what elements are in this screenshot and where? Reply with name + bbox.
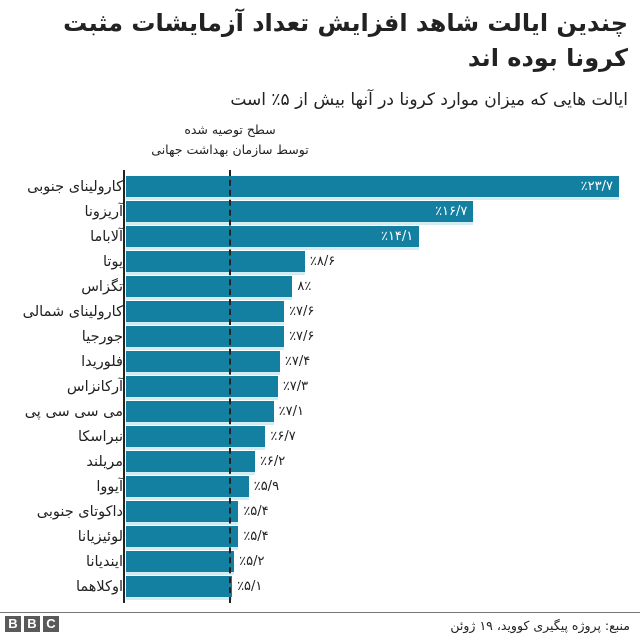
bbc-logo: B B C bbox=[5, 616, 59, 632]
bar bbox=[126, 476, 249, 500]
bar bbox=[126, 426, 266, 450]
bar bbox=[126, 576, 233, 600]
category-label: ایندیانا bbox=[86, 554, 123, 570]
bar bbox=[126, 451, 255, 475]
value-label: ٪۵/۲ bbox=[239, 554, 265, 569]
bar-row: جورجیا ٪۷/۶ bbox=[0, 326, 640, 351]
bar-row: فلوریدا ٪۷/۴ bbox=[0, 351, 640, 376]
bar-row: کارولینای جنوبی ٪۲۳/۷ bbox=[0, 176, 640, 201]
bar-row: می سی سی پی ٪۷/۱ bbox=[0, 401, 640, 426]
bbc-logo-b2: B bbox=[24, 616, 40, 632]
value-label: ٪۶/۲ bbox=[259, 454, 286, 469]
value-label: ٪۷/۶ bbox=[289, 304, 315, 319]
category-label: آیووا bbox=[96, 479, 123, 495]
footer-divider bbox=[0, 612, 640, 613]
bar-row: یوتا ٪۸/۶ bbox=[0, 251, 640, 276]
bar-row: آیووا ٪۵/۹ bbox=[0, 476, 640, 501]
bar-row: آریزونا ٪۱۶/۷ bbox=[0, 201, 640, 226]
bar-row: ایندیانا ٪۵/۲ bbox=[0, 551, 640, 576]
bar bbox=[126, 551, 235, 575]
bar bbox=[126, 501, 239, 525]
bar bbox=[126, 251, 305, 275]
bar bbox=[126, 276, 293, 300]
y-axis-line bbox=[123, 170, 125, 603]
category-label: فلوریدا bbox=[81, 354, 123, 370]
value-label: ٪۷/۶ bbox=[289, 329, 315, 344]
bar-row: تگزاس ۸٪ bbox=[0, 276, 640, 301]
bar bbox=[126, 226, 420, 250]
source-note: منبع: پروژه پیگیری کووید، ۱۹ ژوئن bbox=[450, 618, 630, 633]
value-label: ٪۶/۷ bbox=[270, 429, 296, 444]
bar bbox=[126, 401, 274, 425]
category-label: آریزونا bbox=[84, 204, 123, 220]
category-label: می سی سی پی bbox=[24, 404, 123, 420]
value-label: ٪۵/۴ bbox=[243, 504, 269, 519]
chart-title: چندین ایالت شاهد افزایش تعداد آزمایشات م… bbox=[63, 9, 628, 72]
bar-row: کارولینای شمالی ٪۷/۶ bbox=[0, 301, 640, 326]
value-label: ٪۵/۹ bbox=[253, 479, 280, 494]
bar bbox=[126, 351, 280, 375]
value-label: ٪۷/۴ bbox=[284, 354, 311, 369]
value-label: ٪۷/۱ bbox=[278, 404, 304, 419]
who-reference-dashed-line bbox=[229, 170, 231, 603]
value-label: ٪۱۴/۱ bbox=[380, 229, 414, 244]
bar-rows: کارولینای جنوبی ٪۲۳/۷ آریزونا ٪۱۶/۷ آلاباما ٪… bbox=[0, 176, 640, 601]
category-label: آلاباما bbox=[90, 229, 123, 245]
bar-row: نبراسکا ٪۶/۷ bbox=[0, 426, 640, 451]
bar-row: مریلند ٪۶/۲ bbox=[0, 451, 640, 476]
category-label: مریلند bbox=[86, 454, 123, 470]
category-label: اوکلاهما bbox=[75, 579, 123, 595]
value-label: ٪۱۶/۷ bbox=[435, 204, 468, 219]
bar bbox=[126, 526, 239, 550]
bar bbox=[126, 176, 619, 200]
value-label: ٪۷/۳ bbox=[282, 379, 309, 394]
value-label: ٪۲۳/۷ bbox=[580, 179, 613, 194]
category-label: یوتا bbox=[103, 254, 123, 270]
category-label: کارولینای جنوبی bbox=[27, 179, 123, 195]
value-label: ۸٪ bbox=[297, 279, 312, 294]
bar-row: آلاباما ٪۱۴/۱ bbox=[0, 226, 640, 251]
category-label: داکوتای جنوبی bbox=[36, 504, 123, 520]
reference-label-line2: توسط سازمان بهداشت جهانی bbox=[151, 142, 309, 157]
category-label: تگزاس bbox=[81, 279, 123, 295]
category-label: جورجیا bbox=[81, 329, 123, 345]
category-label: آرکانزاس bbox=[66, 379, 123, 395]
bbc-logo-b1: B bbox=[5, 616, 21, 632]
bar bbox=[126, 301, 285, 325]
bbc-logo-c: C bbox=[43, 616, 59, 632]
category-label: کارولینای شمالی bbox=[22, 304, 123, 320]
value-label: ٪۸/۶ bbox=[309, 254, 336, 269]
bar bbox=[126, 376, 278, 400]
bar-row: آرکانزاس ٪۷/۳ bbox=[0, 376, 640, 401]
bar-row: داکوتای جنوبی ٪۵/۴ bbox=[0, 501, 640, 526]
value-label: ٪۵/۴ bbox=[243, 529, 269, 544]
reference-line-label: سطح توصیه شده توسط سازمان بهداشت جهانی bbox=[120, 120, 340, 160]
reference-label-line1: سطح توصیه شده bbox=[184, 122, 276, 137]
bar bbox=[126, 326, 285, 350]
category-label: لوئیزیانا bbox=[77, 529, 123, 545]
bar-row: لوئیزیانا ٪۵/۴ bbox=[0, 526, 640, 551]
category-label: نبراسکا bbox=[77, 429, 123, 445]
bar-row: اوکلاهما ٪۵/۱ bbox=[0, 576, 640, 601]
bar bbox=[126, 201, 474, 225]
value-label: ٪۵/۱ bbox=[237, 579, 263, 594]
chart-subtitle: ایالت هایی که میزان موارد کرونا در آنها … bbox=[230, 90, 628, 110]
